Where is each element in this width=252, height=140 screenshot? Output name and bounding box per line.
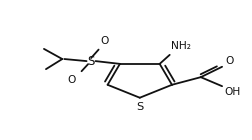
Text: S: S <box>87 55 95 68</box>
Text: OH: OH <box>224 87 240 97</box>
Text: NH₂: NH₂ <box>171 41 191 51</box>
Text: O: O <box>225 56 233 66</box>
Text: S: S <box>136 102 143 112</box>
Text: O: O <box>67 75 76 85</box>
Text: O: O <box>101 36 109 46</box>
